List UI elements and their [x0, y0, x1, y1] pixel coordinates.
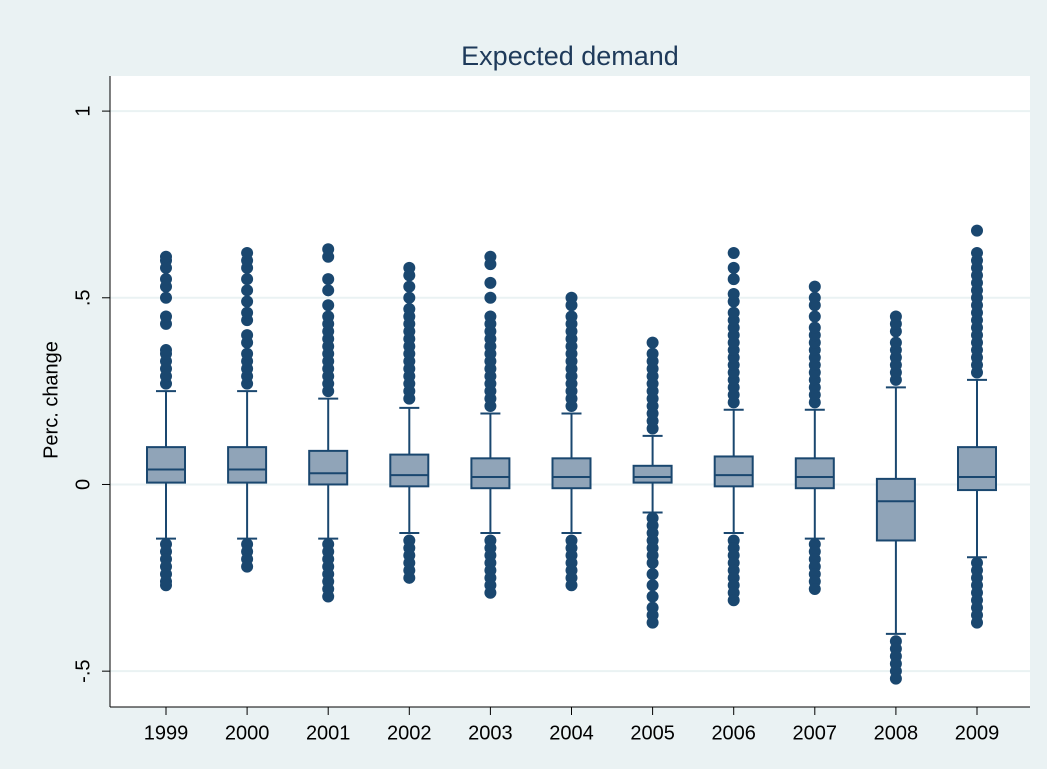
- box: [389, 453, 430, 488]
- box: [470, 457, 511, 490]
- box: [146, 446, 186, 484]
- box: [875, 477, 916, 542]
- x-tick-label: 2005: [630, 722, 675, 744]
- y-tick-label: .5: [72, 289, 94, 306]
- outlier: [646, 347, 659, 360]
- outlier: [646, 579, 659, 592]
- outlier: [646, 590, 659, 603]
- outlier: [565, 291, 578, 304]
- outlier: [808, 583, 821, 596]
- outlier: [971, 616, 983, 629]
- outlier: [403, 291, 416, 304]
- outlier: [322, 310, 335, 323]
- outlier: [808, 291, 821, 304]
- outlier: [646, 556, 659, 569]
- x-tick-label: 2006: [711, 722, 756, 744]
- outlier: [808, 310, 821, 323]
- outlier: [646, 336, 659, 349]
- outlier: [403, 302, 416, 315]
- outlier: [971, 224, 983, 237]
- outlier: [484, 250, 497, 263]
- outlier: [808, 321, 821, 334]
- x-tick-label: 2003: [468, 722, 513, 744]
- outlier: [889, 672, 902, 685]
- x-tick-label: 2009: [955, 722, 1000, 744]
- outlier: [889, 336, 902, 349]
- outlier: [322, 299, 335, 312]
- x-tick-label: 2001: [306, 722, 351, 744]
- outlier: [727, 594, 740, 607]
- y-axis-label: Perc. change: [40, 341, 62, 459]
- box: [713, 455, 754, 488]
- outlier: [403, 280, 416, 293]
- outlier: [241, 295, 254, 308]
- outlier: [727, 246, 740, 259]
- outlier: [322, 273, 335, 286]
- outlier: [727, 261, 740, 274]
- outlier: [241, 246, 254, 259]
- outlier: [403, 261, 416, 274]
- outlier: [484, 291, 497, 304]
- outlier: [241, 560, 254, 573]
- outlier: [484, 276, 497, 289]
- y-tick-label: -.5: [72, 659, 94, 682]
- outlier: [484, 586, 497, 599]
- outlier: [160, 579, 172, 592]
- outlier: [160, 250, 172, 263]
- outlier: [160, 344, 172, 357]
- x-tick-label: 2004: [549, 722, 594, 744]
- box: [632, 464, 673, 484]
- x-tick-label: 2008: [874, 722, 919, 744]
- outlier: [403, 571, 416, 584]
- outlier: [727, 273, 740, 286]
- box: [957, 446, 997, 492]
- x-tick-label: 2002: [387, 722, 432, 744]
- outlier: [727, 288, 740, 301]
- outlier: [727, 306, 740, 319]
- outlier: [241, 306, 254, 319]
- x-tick-label: 2007: [793, 722, 838, 744]
- y-tick-label: 1: [72, 106, 94, 117]
- outlier: [241, 347, 254, 360]
- box: [308, 449, 349, 486]
- outlier: [160, 273, 172, 286]
- x-tick-label: 2000: [225, 722, 270, 744]
- outlier: [646, 616, 659, 629]
- outlier: [484, 310, 497, 323]
- outlier: [241, 329, 254, 342]
- x-tick-label: 1999: [144, 722, 189, 744]
- outlier: [241, 284, 254, 297]
- outlier: [971, 246, 983, 259]
- box: [794, 457, 835, 490]
- outlier: [808, 280, 821, 293]
- outlier: [322, 590, 335, 603]
- y-tick-label: 0: [72, 479, 94, 490]
- outlier: [565, 310, 578, 323]
- outlier: [646, 568, 659, 581]
- outlier: [160, 310, 172, 323]
- box: [227, 446, 268, 484]
- outlier: [889, 310, 902, 323]
- outlier: [160, 291, 172, 304]
- outlier: [322, 284, 335, 297]
- outlier: [322, 243, 335, 256]
- chart-title: Expected demand: [461, 41, 679, 71]
- outlier: [241, 273, 254, 286]
- box: [551, 457, 592, 490]
- outlier: [565, 579, 578, 592]
